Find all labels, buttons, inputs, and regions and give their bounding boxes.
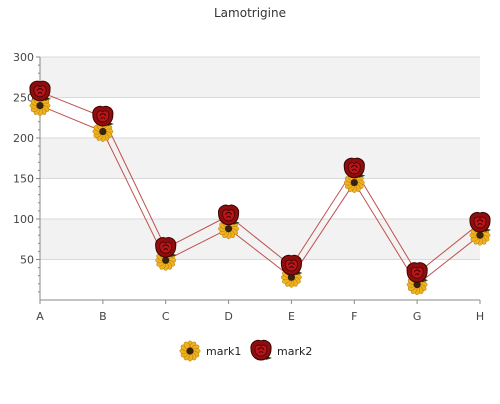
rose-data-point	[29, 80, 51, 102]
rose-data-point	[218, 204, 240, 226]
rose-data-point	[406, 262, 429, 283]
grid-band	[40, 57, 480, 98]
rose-data-point	[92, 105, 114, 127]
y-tick-label: 50	[20, 254, 34, 267]
rose-data-point	[469, 211, 491, 233]
legend-label: mark2	[277, 345, 312, 358]
y-axis-ticks: 50 100 150 200 250 300	[13, 51, 40, 293]
y-tick-label: 250	[13, 92, 34, 105]
data-points	[29, 80, 491, 296]
y-tick-label: 300	[13, 51, 34, 64]
sunflower-icon	[179, 340, 201, 362]
rose-icon	[250, 339, 272, 361]
grid-bands	[40, 57, 480, 260]
rose-data-point	[155, 237, 177, 258]
x-axis-ticks: A B C D E F G H	[36, 300, 484, 323]
x-tick-label: F	[351, 310, 357, 323]
legend-label: mark1	[206, 345, 241, 358]
y-tick-label: 200	[13, 132, 34, 145]
y-tick-label: 100	[13, 213, 34, 226]
series-line-mark1	[39, 105, 481, 286]
legend-item-mark2: mark2	[250, 339, 312, 361]
y-tick-label: 150	[13, 173, 34, 186]
x-tick-label: A	[36, 310, 44, 323]
x-tick-label: G	[413, 310, 422, 323]
sunflower-data-point	[469, 224, 491, 246]
rose-data-point	[280, 254, 303, 276]
x-tick-label: D	[224, 310, 232, 323]
x-tick-label: E	[288, 310, 295, 323]
x-tick-label: H	[476, 310, 484, 323]
x-tick-label: B	[99, 310, 107, 323]
legend: mark1 mark2	[179, 339, 312, 362]
series-lines	[39, 91, 481, 286]
grid-band	[40, 138, 480, 179]
chart-title: Lamotrigine	[214, 6, 286, 20]
legend-item-mark1: mark1	[179, 340, 241, 362]
x-tick-label: C	[162, 310, 170, 323]
series-line-mark2	[39, 91, 481, 275]
rose-data-point	[343, 157, 366, 179]
